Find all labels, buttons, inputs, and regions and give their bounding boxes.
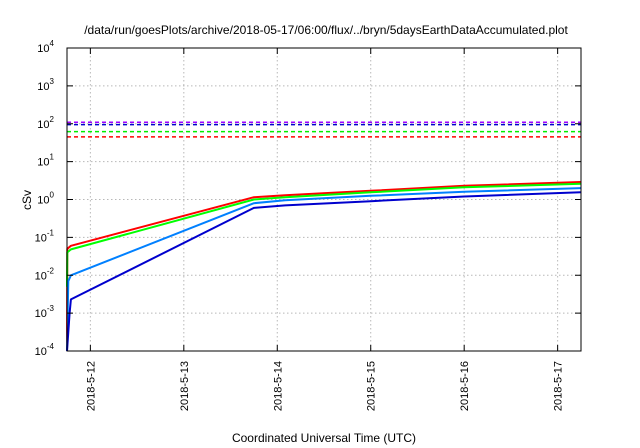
y-tick-label: 10-2 — [35, 266, 55, 282]
y-tick-label: 101 — [37, 153, 54, 169]
series-line — [66, 191, 582, 352]
y-tick-label: 10-1 — [35, 228, 55, 244]
x-axis-label: Coordinated Universal Time (UTC) — [232, 431, 416, 445]
x-tick-label: 2018-5-12 — [85, 361, 97, 411]
y-tick-label: 10-3 — [35, 304, 55, 320]
y-tick-label: 10-4 — [35, 342, 55, 358]
y-tick-label: 104 — [37, 39, 54, 55]
y-tick-label: 103 — [37, 77, 54, 93]
y-axis-label: cSv — [20, 190, 34, 210]
series-line — [66, 182, 582, 287]
grid — [67, 48, 581, 351]
series-group — [66, 121, 582, 352]
chart-title: /data/run/goesPlots/archive/2018-05-17/0… — [84, 23, 568, 37]
y-tick-label: 100 — [37, 191, 54, 207]
y-tick-label: 102 — [37, 115, 54, 131]
x-tick-label: 2018-5-17 — [553, 361, 565, 411]
x-tick-label: 2018-5-16 — [459, 361, 471, 411]
axis-ticks: 10-4 10-3 10-2 10-1 100 101 102 103 104 2018-5-12… — [35, 39, 581, 411]
x-tick-label: 2018-5-13 — [179, 361, 191, 411]
series-line — [66, 187, 582, 352]
series-line — [66, 181, 582, 352]
x-tick-label: 2018-5-15 — [366, 361, 378, 411]
x-tick-label: 2018-5-14 — [272, 361, 284, 411]
